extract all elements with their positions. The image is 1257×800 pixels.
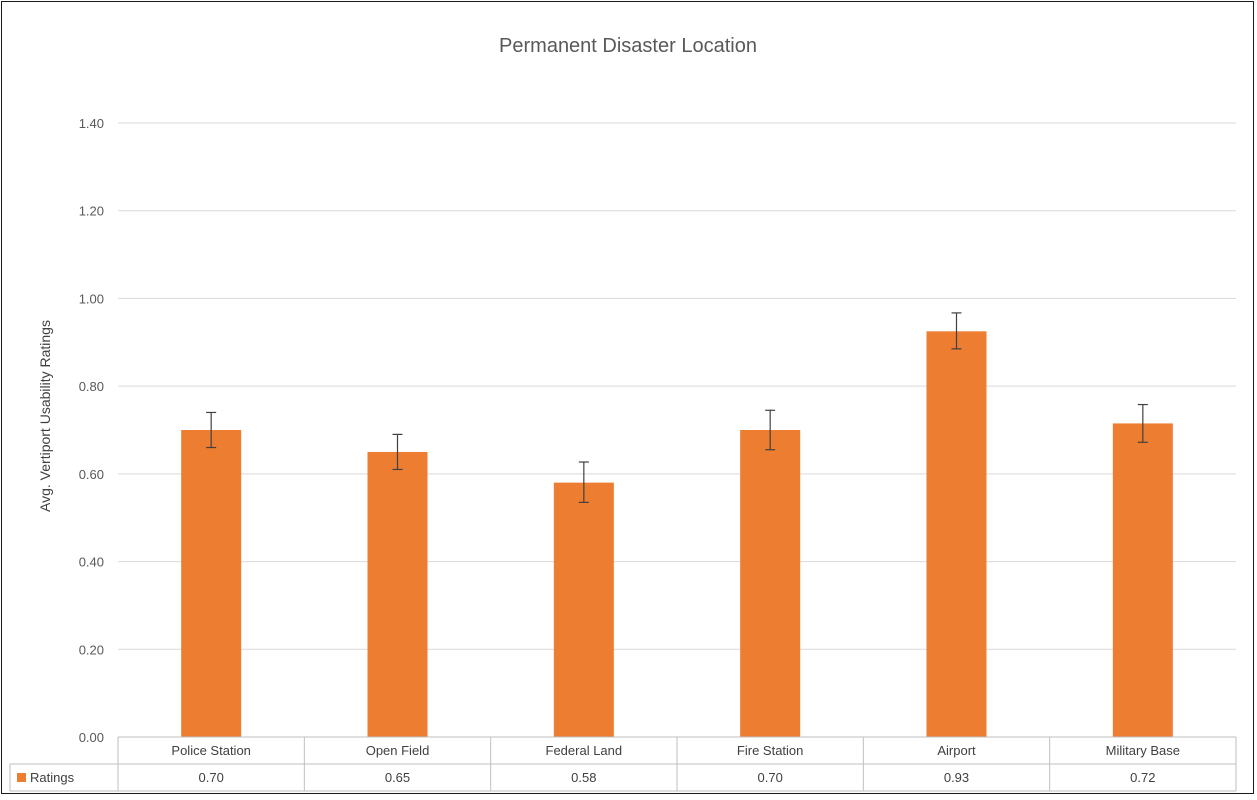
y-axis-label: Avg. Vertiport Usability Ratings: [37, 320, 53, 512]
value-label: 0.93: [944, 770, 969, 785]
category-label: Fire Station: [737, 743, 803, 758]
y-tick-label: 0.80: [79, 379, 104, 394]
chart-title: Permanent Disaster Location: [499, 35, 757, 57]
y-tick-label: 0.00: [79, 730, 104, 745]
error-bar-4: [951, 312, 962, 350]
error-bar-2: [578, 461, 589, 503]
bar-3: [740, 430, 801, 737]
y-tick-label: 1.00: [79, 291, 104, 306]
y-tick-label: 1.40: [79, 116, 104, 131]
y-tick-label: 0.40: [79, 555, 104, 570]
y-axis-ticks: 0.00 0.20 0.40 0.60 0.80 1.00 1.20 1.40: [79, 116, 104, 745]
error-bar-3: [765, 409, 776, 451]
bar-5: [1112, 423, 1173, 737]
category-label: Military Base: [1106, 743, 1180, 758]
category-label: Police Station: [171, 743, 251, 758]
value-label: 0.58: [571, 770, 596, 785]
bar-4: [926, 331, 987, 737]
gridlines: [118, 122, 1236, 650]
category-label: Open Field: [366, 743, 430, 758]
y-tick-label: 1.20: [79, 204, 104, 219]
bars: [181, 331, 1173, 737]
y-tick-label: 0.60: [79, 467, 104, 482]
value-label: 0.70: [758, 770, 783, 785]
category-label: Federal Land: [546, 743, 623, 758]
error-bars: [206, 312, 1148, 503]
error-bar-1: [392, 433, 403, 471]
legend-swatch: [17, 773, 26, 782]
y-tick-label: 0.20: [79, 642, 104, 657]
category-label: Airport: [937, 743, 976, 758]
data-table: Police Station 0.70 Open Field 0.65 Federal …: [9, 736, 1237, 792]
value-label: 0.72: [1130, 770, 1155, 785]
error-bar-0: [206, 411, 217, 449]
value-label: 0.65: [385, 770, 410, 785]
value-label: 0.70: [199, 770, 224, 785]
error-bar-5: [1137, 403, 1148, 443]
bar-1: [367, 451, 428, 737]
bar-0: [181, 430, 242, 737]
bar-2: [553, 482, 614, 737]
legend-label: Ratings: [30, 770, 75, 785]
